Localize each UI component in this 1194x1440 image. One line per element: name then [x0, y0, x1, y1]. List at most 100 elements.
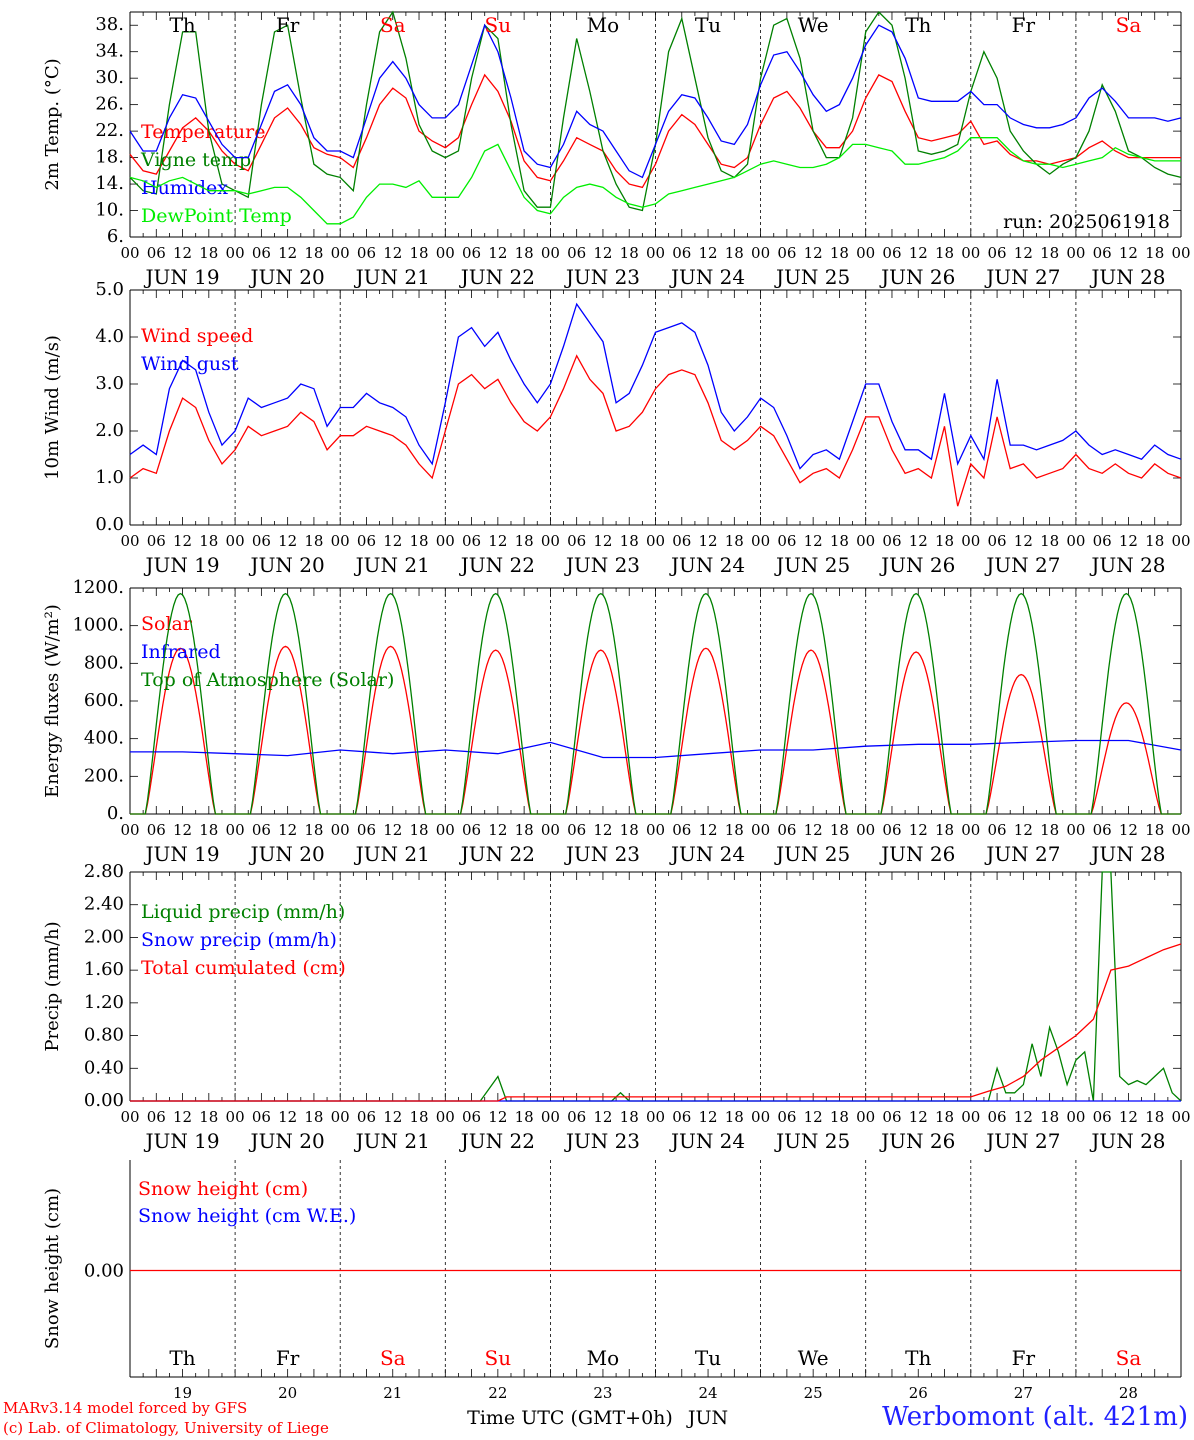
y-tick-label: 30. [95, 67, 124, 88]
hour-tick-label: 00 [436, 1108, 455, 1126]
date-label: JUN 28 [1089, 265, 1165, 289]
hour-tick-label: 18 [830, 821, 849, 839]
hour-tick-label: 06 [462, 244, 481, 262]
hour-tick-label: 06 [1093, 244, 1112, 262]
series-line-2 [130, 739, 1182, 759]
legend-entry: Humidex [141, 177, 228, 199]
credit-line1: MARv3.14 model forced by GFS [3, 1399, 248, 1417]
hour-tick-label: 00 [226, 244, 245, 262]
date-label: JUN 20 [249, 265, 325, 289]
hour-tick-label: 00 [331, 244, 350, 262]
weekday-label: Th [169, 13, 195, 37]
hour-tick-label: 06 [672, 532, 691, 550]
weekday-label: Tu [695, 1346, 721, 1370]
hour-tick-label: 12 [699, 244, 718, 262]
hour-tick-label: 00 [331, 821, 350, 839]
panel-3: 0. 200. 400. 600. 800. 1000. 1200. Energy fluxe… [42, 577, 1191, 866]
hour-tick-label: 00 [1171, 244, 1190, 262]
hour-tick-label: 12 [1014, 244, 1033, 262]
date-label: JUN 28 [1089, 1129, 1165, 1153]
legend-entry: Liquid precip (mm/h) [141, 901, 345, 923]
hour-tick-label: 00 [646, 244, 665, 262]
date-label: JUN 26 [879, 265, 955, 289]
hour-tick-label: 18 [1040, 532, 1059, 550]
date-label: JUN 20 [249, 842, 325, 866]
legend-entry: Total cumulated (cm) [141, 957, 346, 979]
y-tick-label: 0.00 [84, 1090, 124, 1111]
date-label: JUN 28 [1089, 842, 1165, 866]
hour-tick-label: 06 [147, 1108, 166, 1126]
hour-tick-label: 18 [1145, 1108, 1164, 1126]
weekday-label: Th [169, 1346, 195, 1370]
day-number-label: 20 [278, 1384, 297, 1402]
hour-tick-label: 00 [436, 532, 455, 550]
hour-tick-label: 06 [1093, 821, 1112, 839]
date-label: JUN 24 [669, 265, 745, 289]
weekday-label: Fr [1012, 13, 1036, 37]
y-tick-label: 1.20 [84, 992, 124, 1013]
hour-tick-label: 00 [856, 532, 875, 550]
hour-tick-label: 18 [409, 244, 428, 262]
y-tick-label: 26. [95, 94, 124, 115]
hour-tick-label: 00 [961, 821, 980, 839]
date-label: JUN 26 [879, 842, 955, 866]
day-number-label: 19 [173, 1384, 192, 1402]
hour-tick-label: 18 [620, 532, 639, 550]
date-label: JUN 20 [249, 1129, 325, 1153]
hour-tick-label: 18 [1145, 532, 1164, 550]
date-label: JUN 25 [774, 842, 850, 866]
hour-tick-label: 12 [173, 532, 192, 550]
weekday-label: Mo [587, 1346, 620, 1370]
hour-tick-label: 06 [147, 532, 166, 550]
hour-tick-label: 00 [751, 1108, 770, 1126]
date-label: JUN 23 [564, 842, 640, 866]
day-number-label: 25 [804, 1384, 823, 1402]
date-label: JUN 22 [459, 842, 535, 866]
hour-tick-label: 06 [1093, 532, 1112, 550]
hour-tick-label: 06 [147, 244, 166, 262]
weekday-label: Th [905, 13, 931, 37]
y-tick-label: 10. [95, 200, 124, 221]
hour-tick-label: 06 [462, 1108, 481, 1126]
hour-tick-label: 18 [515, 244, 534, 262]
hour-tick-label: 12 [488, 532, 507, 550]
hour-tick-label: 12 [909, 1108, 928, 1126]
hour-tick-label: 18 [725, 1108, 744, 1126]
y-tick-label: 0.80 [84, 1025, 124, 1046]
hour-tick-label: 18 [620, 821, 639, 839]
hour-tick-label: 12 [699, 1108, 718, 1126]
weekday-label: We [798, 13, 829, 37]
y-tick-label: 2.80 [84, 861, 124, 882]
y-tick-label: 600. [84, 690, 124, 711]
legend-entry: Solar [141, 613, 193, 635]
run-label: run: 2025061918 [1003, 211, 1170, 233]
y-tick-label: 5.0 [95, 279, 124, 300]
date-label: JUN 23 [564, 1129, 640, 1153]
hour-tick-label: 12 [278, 244, 297, 262]
hour-tick-label: 06 [357, 821, 376, 839]
hour-tick-label: 06 [1093, 1108, 1112, 1126]
day-number-label: 27 [1014, 1384, 1033, 1402]
weekday-label: Sa [1116, 13, 1142, 37]
hour-tick-label: 00 [961, 532, 980, 550]
y-tick-label: 18. [95, 147, 124, 168]
hour-tick-label: 18 [935, 821, 954, 839]
legend-entry: Snow height (cm) [138, 1178, 308, 1200]
hour-tick-label: 12 [383, 1108, 402, 1126]
date-label: JUN 23 [564, 265, 640, 289]
x-axis-month: JUN [686, 1407, 728, 1429]
date-label: JUN 19 [143, 1129, 219, 1153]
hour-tick-label: 12 [593, 1108, 612, 1126]
day-number-label: 26 [909, 1384, 928, 1402]
hour-tick-label: 06 [882, 244, 901, 262]
station-name: Werbomont (alt. 421m) [882, 1402, 1188, 1432]
legend-entry: Top of Atmosphere (Solar) [141, 669, 394, 691]
hour-tick-label: 12 [593, 244, 612, 262]
series-line-4 [129, 137, 1181, 225]
hour-tick-label: 00 [856, 821, 875, 839]
hour-tick-label: 00 [226, 821, 245, 839]
y-tick-label: 200. [84, 765, 124, 786]
y-tick-label: 1000. [72, 615, 124, 636]
series-line-1 [129, 73, 1181, 189]
hour-tick-label: 00 [541, 244, 560, 262]
